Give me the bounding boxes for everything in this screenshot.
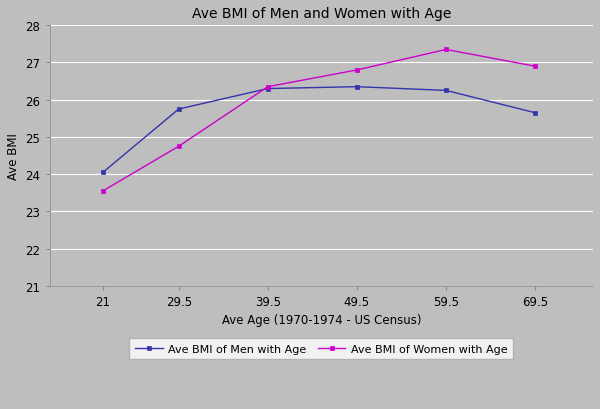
Title: Ave BMI of Men and Women with Age: Ave BMI of Men and Women with Age [191,7,451,21]
Ave BMI of Women with Age [353,68,361,73]
Ave BMI of Men with Age [442,89,449,94]
Line: Ave BMI of Women with Age: Ave BMI of Women with Age [101,48,538,194]
Line: Ave BMI of Men with Age: Ave BMI of Men with Age [101,85,538,175]
Ave BMI of Women with Age [532,65,539,70]
Legend: Ave BMI of Men with Age, Ave BMI of Women with Age: Ave BMI of Men with Age, Ave BMI of Wome… [130,338,513,360]
Ave BMI of Men with Age [175,107,182,112]
Ave BMI of Men with Age [353,85,361,90]
Ave BMI of Women with Age [175,144,182,149]
X-axis label: Ave Age (1970-1974 - US Census): Ave Age (1970-1974 - US Census) [221,314,421,326]
Y-axis label: Ave BMI: Ave BMI [7,133,20,180]
Ave BMI of Men with Age [532,111,539,116]
Ave BMI of Women with Age [264,85,271,90]
Ave BMI of Women with Age [442,48,449,53]
Ave BMI of Men with Age [100,171,107,175]
Ave BMI of Men with Age [264,87,271,92]
Ave BMI of Women with Age [100,189,107,194]
